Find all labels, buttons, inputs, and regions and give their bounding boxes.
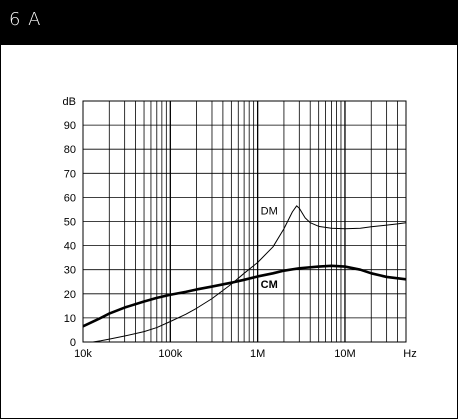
- header-title: 6 A: [9, 9, 42, 30]
- x-tick-label: 10k: [74, 348, 92, 360]
- x-axis-label: Hz: [403, 348, 416, 360]
- y-axis-ticks: 0 10 20 30 40 50 60 70 80 90: [64, 120, 76, 349]
- y-tick-label: 40: [64, 241, 76, 253]
- y-tick-label: 60: [64, 192, 76, 204]
- x-axis-ticks: 10k 100k 1M 10M: [74, 348, 356, 360]
- y-tick-label: 70: [64, 168, 76, 180]
- x-tick-label: 10M: [334, 348, 355, 360]
- y-tick-label: 90: [64, 120, 76, 132]
- y-tick-label: 80: [64, 144, 76, 156]
- y-tick-label: 50: [64, 217, 76, 229]
- x-tick-label: 100k: [158, 348, 182, 360]
- header-bar: 6 A: [1, 1, 457, 45]
- y-tick-label: 20: [64, 289, 76, 301]
- series-line-dm: [83, 205, 407, 343]
- series-label-dm: DM: [261, 205, 278, 217]
- plot-border: [82, 100, 407, 343]
- series-line-cm: [82, 264, 407, 328]
- series-label-cm: CM: [261, 279, 278, 291]
- y-tick-label: 0: [70, 337, 76, 349]
- series-lines: DM CM: [82, 205, 407, 343]
- grid-lines: [83, 101, 406, 342]
- y-tick-label: 30: [64, 265, 76, 277]
- x-tick-label: 1M: [250, 348, 265, 360]
- y-axis-label: dB: [63, 96, 76, 108]
- y-tick-label: 10: [64, 313, 76, 325]
